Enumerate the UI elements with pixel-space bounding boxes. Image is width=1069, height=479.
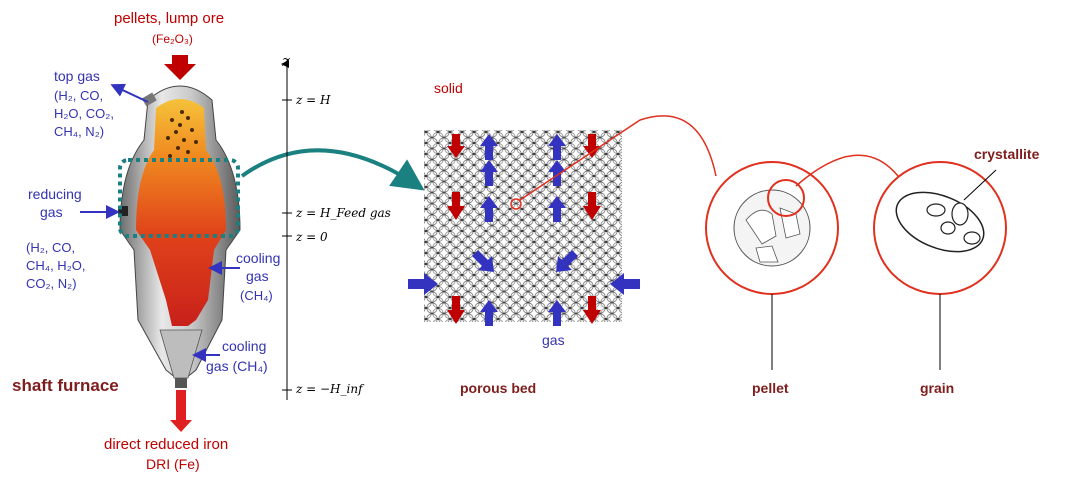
reducing-gas-label-1: reducing — [28, 186, 82, 202]
ore-burden — [166, 110, 198, 158]
top-gas-comp-1: (H₂, CO, — [54, 88, 104, 103]
top-gas-label: top gas — [54, 68, 100, 84]
top-gas-arrow — [110, 83, 149, 103]
reducing-gas-label-2: gas — [40, 204, 63, 220]
cooling-gas-2-line-1: cooling — [222, 338, 267, 354]
z-axis — [281, 60, 292, 400]
reducing-gas-nozzle — [118, 206, 128, 216]
cooling-gas-1-line-2: gas — [246, 268, 269, 284]
grain-title: grain — [920, 380, 955, 396]
reducing-gas-comp-2: CH₄, H₂O, — [26, 258, 86, 273]
furnace-interior — [136, 99, 226, 326]
top-gas-comp-2: H₂O, CO₂, — [54, 106, 114, 121]
porous-bed — [424, 130, 622, 322]
pellet-figure — [705, 161, 839, 370]
selected-pellet-marker — [510, 198, 522, 210]
z-0-label: z = 0 — [296, 230, 328, 244]
reducing-gas-comp-3: CO₂, N₂) — [26, 276, 77, 291]
product-label-1: direct reduced iron — [104, 436, 229, 453]
feed-arrow — [164, 55, 196, 80]
grain-connector — [795, 154, 899, 187]
z-Hfeed-label: z = H_Feed gas — [296, 206, 391, 220]
gas-label: gas — [542, 332, 565, 348]
zoom-arrow — [240, 148, 425, 191]
cooling-gas-1-line-3: (CH₄) — [240, 288, 273, 303]
pellet-title: pellet — [752, 380, 789, 396]
furnace-cone — [159, 329, 203, 379]
solid-label: solid — [434, 80, 463, 96]
z-H-label: z = H — [296, 93, 331, 107]
product-label-2: DRI (Fe) — [146, 456, 200, 472]
feed-formula: (Fe₂O₃) — [152, 32, 193, 46]
discharge-outlet — [175, 378, 187, 388]
product-arrow — [170, 390, 192, 432]
grain-figure — [873, 161, 1007, 370]
porous-bed-title: porous bed — [460, 380, 537, 396]
top-gas-outlet — [141, 92, 157, 107]
shaft-furnace-title: shaft furnace — [12, 376, 119, 395]
feed-label: pellets, lump ore — [114, 10, 225, 27]
grain-marker — [767, 179, 805, 217]
pellet-connector — [519, 115, 717, 201]
cooling-gas-2-line-2: gas (CH₄) — [206, 358, 268, 374]
reducing-gas-comp-1: (H₂, CO, — [26, 240, 76, 255]
top-gas-comp-3: CH₄, N₂) — [54, 124, 105, 139]
gas-flow-arrows — [408, 134, 640, 326]
zone-highlight-box — [118, 158, 240, 238]
crystallite-label: crystallite — [974, 146, 1040, 162]
cooling-gas-1-line-1: cooling — [236, 250, 281, 266]
z-axis-label: z — [282, 52, 290, 70]
solid-flow-arrows — [447, 134, 601, 324]
z-Hinf-label: z = −H_inf — [296, 382, 363, 396]
